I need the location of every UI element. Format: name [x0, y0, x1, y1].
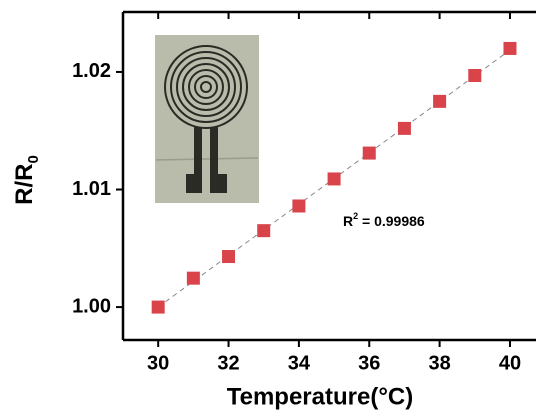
data-point	[222, 250, 236, 264]
data-point	[503, 41, 517, 55]
data-point	[292, 199, 306, 213]
data-point	[186, 271, 200, 285]
annotation-sup: 2	[353, 211, 358, 221]
x-tick-label: 38	[428, 352, 450, 374]
data-point	[327, 172, 341, 186]
y-tick-label: 1.01	[72, 178, 111, 200]
data-point	[257, 224, 271, 238]
annotation: R2 = 0.99986	[343, 211, 425, 228]
axes-frame	[121, 10, 536, 342]
x-tick-label: 34	[288, 352, 311, 374]
data-point	[433, 94, 447, 108]
x-tick-label: 40	[499, 352, 521, 374]
x-tick-label: 36	[358, 352, 380, 374]
inset-photo	[155, 35, 259, 203]
x-tick-label: 32	[217, 352, 239, 374]
y-tick-label: 1.02	[72, 60, 111, 82]
x-tick-label: 30	[147, 352, 169, 374]
y-tick-label: 1.00	[72, 295, 111, 317]
x-axis-label: Temperature(°C)	[227, 383, 414, 410]
data-point	[151, 300, 165, 314]
y-axis-label: R/R0	[11, 155, 42, 205]
data-point	[362, 146, 376, 160]
y-axis-label-sub: 0	[25, 155, 42, 163]
data-point	[468, 68, 482, 82]
data-point	[397, 121, 411, 135]
annotation-value: = 0.99986	[358, 213, 425, 229]
annotation-r: R	[343, 213, 353, 229]
y-axis-label-main: R/R	[11, 164, 38, 205]
